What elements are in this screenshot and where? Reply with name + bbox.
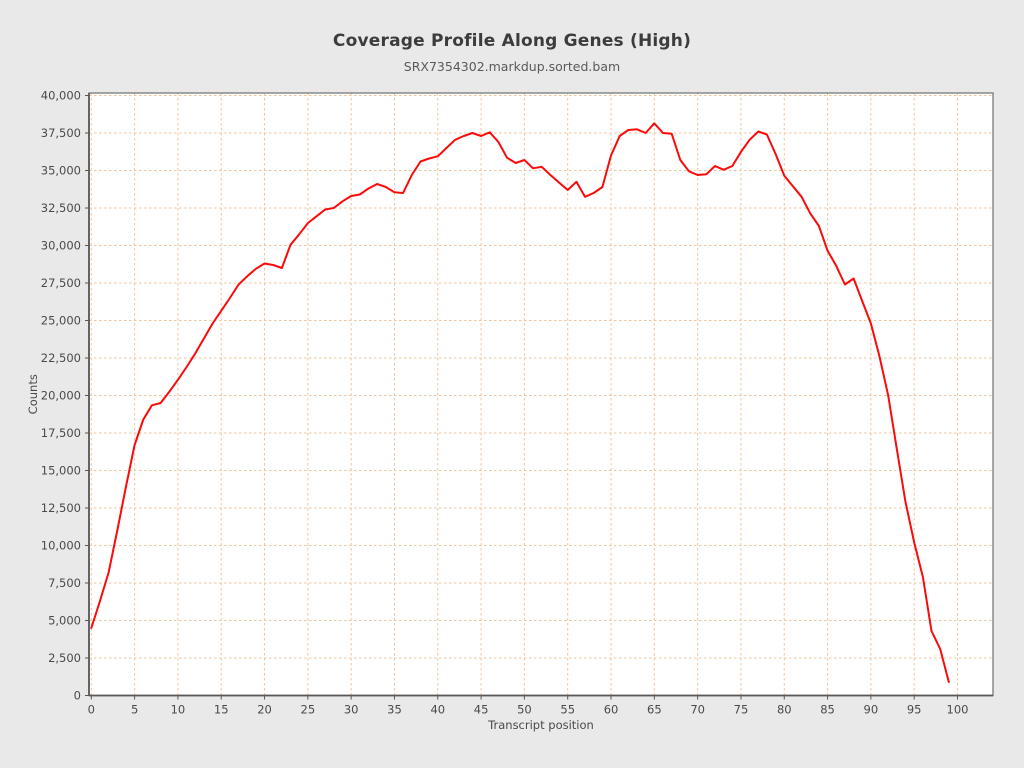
svg-text:0: 0	[74, 689, 81, 703]
y-tick-labels: 0 2,500 5,000 7,500 10,000 12,500 15,000 17,500…	[41, 89, 81, 703]
svg-text:90: 90	[864, 703, 879, 717]
svg-text:100: 100	[947, 703, 969, 717]
svg-text:22,500: 22,500	[41, 351, 81, 365]
svg-text:70: 70	[690, 703, 705, 717]
svg-text:0: 0	[88, 703, 95, 717]
chart-title: Coverage Profile Along Genes (High)	[332, 31, 692, 51]
svg-text:50: 50	[517, 703, 532, 717]
svg-text:35: 35	[387, 703, 402, 717]
y-axis-label: Counts	[26, 374, 40, 414]
svg-text:40,000: 40,000	[41, 89, 81, 103]
svg-text:35,000: 35,000	[41, 164, 81, 178]
svg-text:32,500: 32,500	[41, 201, 81, 215]
svg-text:20: 20	[257, 703, 272, 717]
x-axis-label: Transcript position	[487, 718, 594, 732]
plot-area	[89, 93, 993, 696]
svg-text:15: 15	[214, 703, 229, 717]
svg-text:25: 25	[301, 703, 316, 717]
svg-text:45: 45	[474, 703, 489, 717]
svg-text:20,000: 20,000	[41, 389, 81, 403]
svg-text:12,500: 12,500	[41, 501, 81, 515]
svg-text:27,500: 27,500	[41, 276, 81, 290]
svg-text:85: 85	[820, 703, 835, 717]
svg-text:60: 60	[604, 703, 619, 717]
svg-text:55: 55	[560, 703, 575, 717]
svg-text:17,500: 17,500	[41, 426, 81, 440]
svg-text:15,000: 15,000	[41, 464, 81, 478]
svg-text:10,000: 10,000	[41, 539, 81, 553]
svg-text:95: 95	[907, 703, 922, 717]
svg-text:5,000: 5,000	[48, 614, 81, 628]
coverage-series-line	[90, 122, 950, 683]
svg-text:40: 40	[430, 703, 445, 717]
svg-text:10: 10	[171, 703, 186, 717]
tick-marks	[85, 95, 958, 700]
svg-text:5: 5	[131, 703, 138, 717]
svg-text:2,500: 2,500	[48, 651, 81, 665]
svg-text:25,000: 25,000	[41, 314, 81, 328]
chart-subtitle: SRX7354302.markdup.sorted.bam	[403, 59, 621, 74]
svg-text:30: 30	[344, 703, 359, 717]
axis-lines	[88, 93, 993, 697]
svg-text:30,000: 30,000	[41, 239, 81, 253]
svg-text:75: 75	[734, 703, 749, 717]
gridlines	[89, 93, 993, 696]
svg-text:37,500: 37,500	[41, 126, 81, 140]
x-tick-labels: 0 5 10 15 20 25 30 35 40 45 50 55 60 65 70 75 80 85 90 95 10…	[88, 703, 969, 717]
svg-text:7,500: 7,500	[48, 576, 81, 590]
svg-text:80: 80	[777, 703, 792, 717]
svg-text:65: 65	[647, 703, 662, 717]
